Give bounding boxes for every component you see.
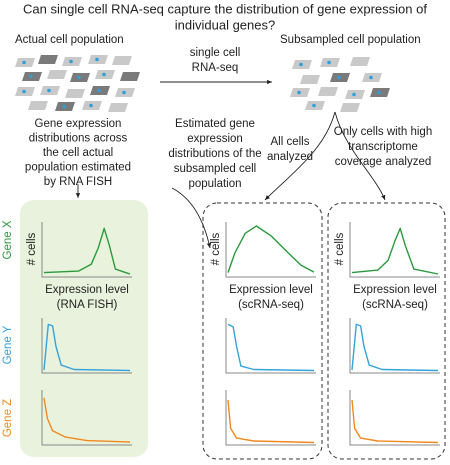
coverage-line: coverage analyzed <box>335 156 432 168</box>
distribution-curve <box>227 225 315 273</box>
sequencing-label: single cell <box>190 47 241 59</box>
plot-axes <box>349 390 440 446</box>
nucleus <box>337 75 341 80</box>
y-axis-label: # cells <box>210 232 222 265</box>
cell <box>38 55 58 64</box>
estimated-caption-line: subsampled cell <box>174 163 256 175</box>
coverage-line: Only cells with high <box>334 126 432 138</box>
nucleus <box>97 88 101 93</box>
title-line: Can single cell RNA-seq capture the dist… <box>23 1 427 16</box>
all-cells-panel <box>202 202 323 460</box>
nucleus <box>62 104 66 109</box>
gene-label: Gene Y <box>2 325 14 364</box>
nucleus <box>122 90 126 95</box>
gene-label: Gene X <box>2 220 14 259</box>
y-axis-label: # cells <box>26 232 38 265</box>
estimated-caption-line: population <box>188 178 241 190</box>
sequencing-label: RNA-seq <box>192 62 239 74</box>
estimated-caption-line: distributions of the <box>168 148 261 160</box>
cell <box>28 101 48 110</box>
nucleus <box>22 89 26 94</box>
distribution-curve <box>227 323 315 372</box>
nucleus <box>297 90 301 95</box>
distribution-curve <box>351 227 439 275</box>
distribution-curve <box>351 323 439 372</box>
cell <box>318 87 338 96</box>
nucleus <box>369 75 373 80</box>
plot-axes <box>225 318 316 374</box>
estimated-caption-line: expression <box>187 133 243 145</box>
cell <box>47 70 67 79</box>
plot-axes <box>349 222 440 278</box>
cell <box>112 56 132 65</box>
distribution-curve <box>43 397 131 443</box>
distribution-curve <box>43 227 131 275</box>
nucleus <box>299 62 303 67</box>
x-axis-label: (scRNA-seq) <box>238 299 304 311</box>
plot-axes <box>41 222 132 278</box>
fish-panel <box>20 200 148 457</box>
cell <box>120 72 140 81</box>
nucleus <box>377 90 381 95</box>
nucleus <box>69 59 73 64</box>
nucleus <box>102 72 106 77</box>
fish-caption-line: population estimated <box>25 162 131 174</box>
fish-caption-line: distributions across <box>29 133 128 145</box>
nucleus <box>77 75 81 80</box>
all-cells-arrow <box>264 111 336 201</box>
coverage-panel <box>327 202 446 460</box>
x-axis-label: (scRNA-seq) <box>362 299 428 311</box>
nucleus <box>89 103 93 108</box>
all-cells-line: analyzed <box>267 151 313 163</box>
estimated-caption-line: Estimated gene <box>175 118 255 130</box>
subsampled-population-label: Subsampled cell population <box>280 34 421 46</box>
coverage-arrow <box>334 111 386 201</box>
nucleus <box>47 88 51 93</box>
nucleus <box>352 92 356 97</box>
plot-axes <box>41 390 132 446</box>
y-axis-label: # cells <box>334 232 346 265</box>
x-axis-label: Expression level <box>45 284 129 296</box>
cell <box>340 103 360 112</box>
distribution-curve <box>227 399 315 444</box>
plot-axes <box>225 222 316 278</box>
cell <box>108 103 128 112</box>
estimate-arrow <box>171 187 212 249</box>
x-axis-label: Expression level <box>229 284 313 296</box>
coverage-line: transcriptome <box>348 141 418 153</box>
nucleus <box>327 60 331 65</box>
actual-population-label: Actual cell population <box>15 34 124 46</box>
cell <box>350 57 370 66</box>
nucleus <box>22 60 26 65</box>
cell <box>300 75 320 84</box>
cell <box>65 89 85 98</box>
gene-label: Gene Z <box>2 399 14 437</box>
x-axis-label: (RNA FISH) <box>57 299 118 311</box>
nucleus <box>312 103 316 108</box>
nucleus <box>95 57 99 62</box>
plot-axes <box>349 318 440 374</box>
fish-caption-line: Gene expression <box>35 118 122 130</box>
fish-caption-line: the cell actual <box>43 147 113 159</box>
fish-caption-line: by RNA FISH <box>44 176 112 188</box>
title-line: individual genes? <box>175 17 275 32</box>
plot-axes <box>225 390 316 446</box>
plot-axes <box>41 318 132 374</box>
x-axis-label: Expression level <box>353 284 437 296</box>
nucleus <box>29 74 33 79</box>
distribution-curve <box>43 323 131 372</box>
all-cells-line: All cells <box>271 136 310 148</box>
distribution-curve <box>351 399 439 444</box>
